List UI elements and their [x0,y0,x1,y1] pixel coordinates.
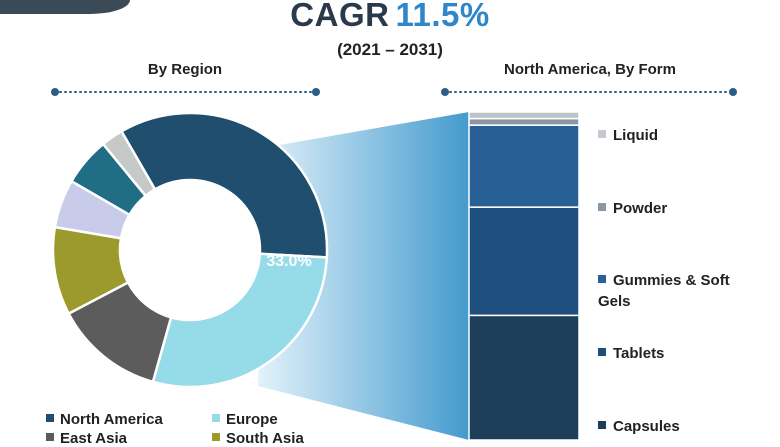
legend-swatch [46,414,54,422]
cagr-value: 11.5% [395,0,490,33]
form-legend-gummies: Gummies & Soft Gels [598,270,758,312]
donut-slice-north-america [119,111,329,259]
cagr-label: CAGR [290,0,390,33]
bar-segment-powder [468,117,580,126]
form-legend-capsules: Capsules [598,416,680,437]
donut-highlight-label: 33.0% [266,253,311,270]
form-stacked-bar [468,111,580,440]
region-donut-chart [51,111,329,389]
legend-swatch [598,421,606,429]
corner-decoration [0,0,130,14]
legend-label: South Asia [226,430,304,447]
form-legend-tablets: Tablets [598,343,664,364]
legend-swatch [598,130,606,138]
legend-item-north-america: North America [46,411,163,428]
bar-segment-tablets [468,206,580,317]
form-legend-powder: Powder [598,198,667,219]
legend-swatch [598,348,606,356]
legend-label: Tablets [613,345,665,362]
bar-segment-liquid [468,111,580,120]
form-legend-liquid: Liquid [598,125,658,146]
legend-label: Capsules [613,418,680,435]
form-dotted-line [441,88,737,96]
region-dotted-line [51,88,320,96]
legend-label: North America [60,411,163,428]
period-label: (2021 – 2031) [337,40,443,59]
legend-swatch [598,275,606,283]
legend-label: Europe [226,411,278,428]
cagr-headline: CAGR 11.5% [0,0,780,34]
bar-segment-capsules [468,314,580,440]
donut-slice-europe [151,252,329,389]
form-section-title: North America, By Form [504,61,676,78]
legend-item-east-asia: East Asia [46,430,127,447]
legend-swatch [598,203,606,211]
legend-label: Gummies & Soft Gels [598,272,730,310]
legend-swatch [212,433,220,441]
region-section-title: By Region [147,61,223,78]
legend-label: East Asia [60,430,127,447]
legend-label: Powder [613,200,668,217]
legend-item-europe: Europe [212,411,278,428]
donut-slice-slice-7 [101,129,157,198]
legend-item-south-asia: South Asia [212,430,304,447]
legend-swatch [46,433,54,441]
legend-swatch [212,414,220,422]
legend-label: Liquid [613,127,658,144]
bar-segment-gummies-soft-gels [468,124,580,208]
